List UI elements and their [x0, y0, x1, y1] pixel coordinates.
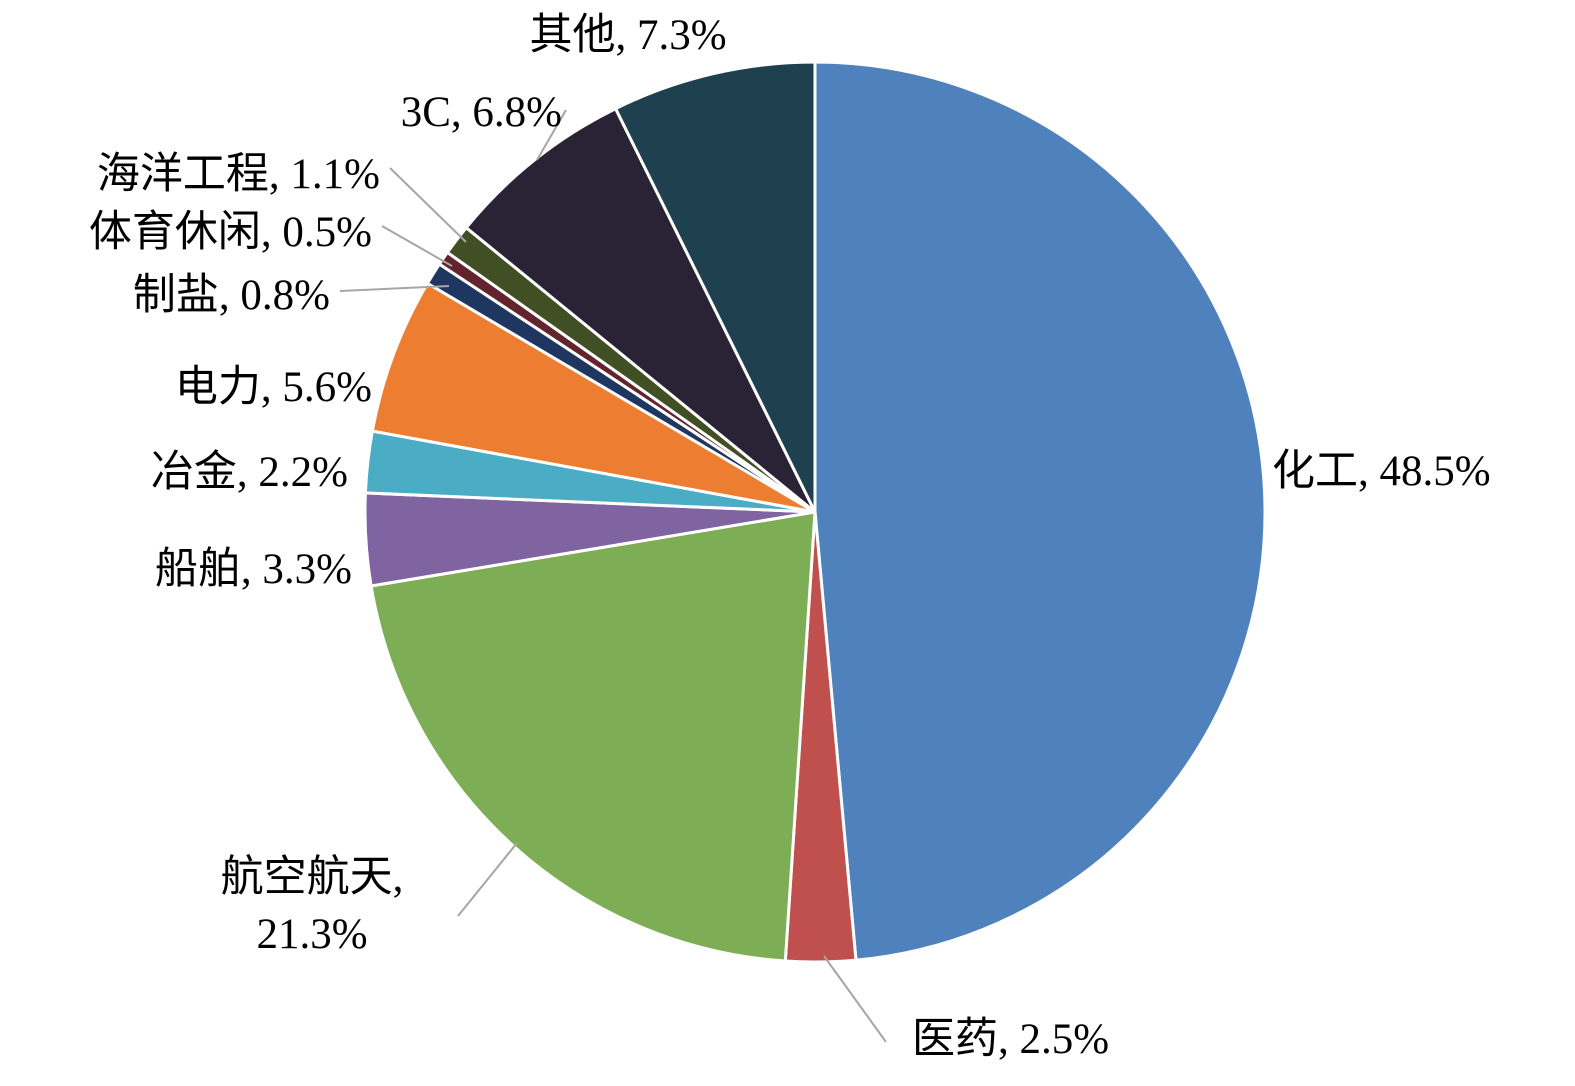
slice-label: 冶金, 2.2% [150, 449, 348, 496]
leader-line [823, 955, 887, 1043]
slice-label: 船舶, 3.3% [154, 546, 352, 593]
leader-line [381, 225, 453, 267]
leader-line [536, 109, 567, 161]
slice-label: 海洋工程, 1.1% [96, 151, 380, 198]
pie-slice [370, 281, 817, 514]
slice-label: 制盐, 0.8% [132, 272, 330, 319]
leader-line [389, 167, 467, 243]
pie-slice [369, 510, 817, 963]
slice-label: 医药, 2.5% [912, 1016, 1110, 1063]
slice-label: 航空航天, 21.3% [220, 854, 404, 958]
leader-line [457, 842, 518, 917]
pie-slice [813, 60, 1267, 962]
leader-line [339, 285, 450, 292]
pie-slice [614, 60, 817, 514]
slice-label: 3C, 6.8% [400, 89, 562, 136]
slice-label: 体育休闲, 0.5% [88, 209, 372, 256]
pie-slice [464, 107, 817, 514]
slice-label: 电力, 5.6% [174, 364, 372, 411]
slice-label: 其他, 7.3% [529, 12, 727, 59]
slice-label: 化工, 48.5% [1272, 448, 1491, 495]
